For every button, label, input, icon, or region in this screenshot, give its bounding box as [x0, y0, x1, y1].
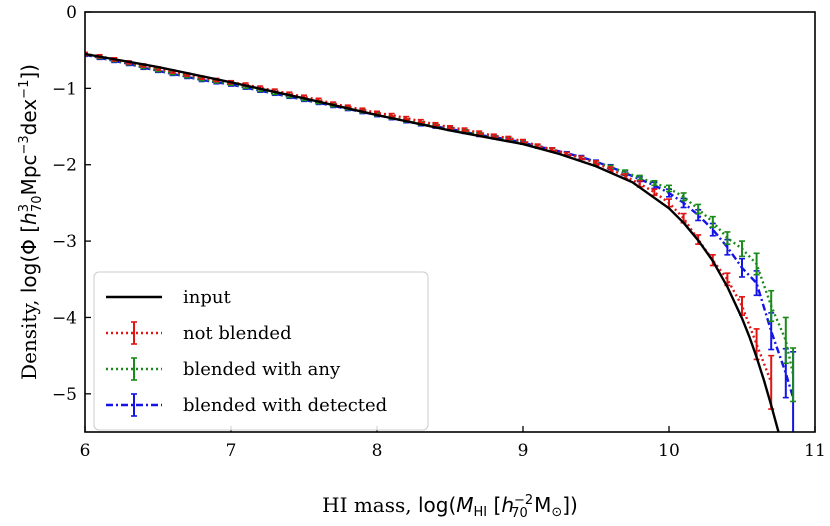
errorbar-not-blended: [578, 155, 585, 161]
y-tick-label: −2: [52, 156, 77, 176]
series-line-not-blended: [85, 52, 773, 383]
plot-frame: [84, 11, 816, 433]
x-tick-label: 11: [804, 441, 826, 461]
x-tick-label: 9: [518, 441, 529, 461]
legend-label: blended with detected: [183, 395, 387, 416]
legend-label: not blended: [183, 323, 292, 344]
y-axis-label: Density, log(Φ [h370Mpc−3dex−1]): [17, 64, 45, 380]
legend-box: [93, 271, 429, 431]
errorbar-blended-with-any: [709, 215, 716, 229]
y-tick-label: −5: [52, 385, 77, 405]
errorbar-blended-with-any: [695, 203, 702, 215]
y-tick-label: −4: [52, 308, 77, 328]
legend-label: blended with any: [183, 359, 341, 380]
errorbar-blended-with-any: [651, 179, 658, 187]
errorbar-blended-with-any: [724, 231, 731, 245]
legend-entry-blended-with-detected: blended with detected: [106, 393, 387, 417]
legend-entries: input not blended blended with any blended …: [106, 287, 387, 417]
errorbar-blended-with-detected: [739, 257, 745, 278]
errorbar-blended-with-any: [680, 192, 687, 202]
errorbar-blended-with-any: [753, 252, 760, 276]
plot-area: [85, 51, 797, 432]
errorbar-blended-with-any: [790, 347, 797, 403]
errorbar-blended-with-any: [768, 289, 775, 323]
legend-entry-blended-with-any: blended with any: [106, 357, 341, 381]
errorbar-not-blended: [476, 130, 483, 135]
y-tick-label: −1: [52, 79, 77, 99]
legend-entry-not-blended: not blended: [106, 321, 292, 345]
errorbar-not-blended: [505, 135, 512, 141]
errorbar-blended-with-any: [666, 184, 672, 193]
errorbar-blended-with-any: [739, 240, 745, 258]
legend-label: input: [183, 287, 231, 308]
x-tick-label: 7: [226, 441, 237, 461]
errorbar-blended-with-any: [782, 316, 789, 365]
y-tick-label: 0: [66, 3, 77, 23]
ticks-layer: 6 7 8 9 10 11 0 −1 −2 −3 −4 −5: [52, 3, 826, 461]
x-tick-label: 8: [372, 441, 383, 461]
series-layer: [85, 51, 797, 432]
errorbar-not-blended: [461, 127, 468, 132]
legend: input not blended blended with any blended …: [93, 271, 429, 431]
x-tick-label: 10: [658, 441, 680, 461]
y-tick-label: −3: [52, 232, 77, 252]
legend-entry-input: input: [106, 287, 231, 308]
x-tick-label: 6: [80, 441, 91, 461]
series-line-input: [85, 52, 780, 432]
x-axis-label: HI mass, log(MHI [h−2 70 M⊙]): [322, 493, 578, 521]
